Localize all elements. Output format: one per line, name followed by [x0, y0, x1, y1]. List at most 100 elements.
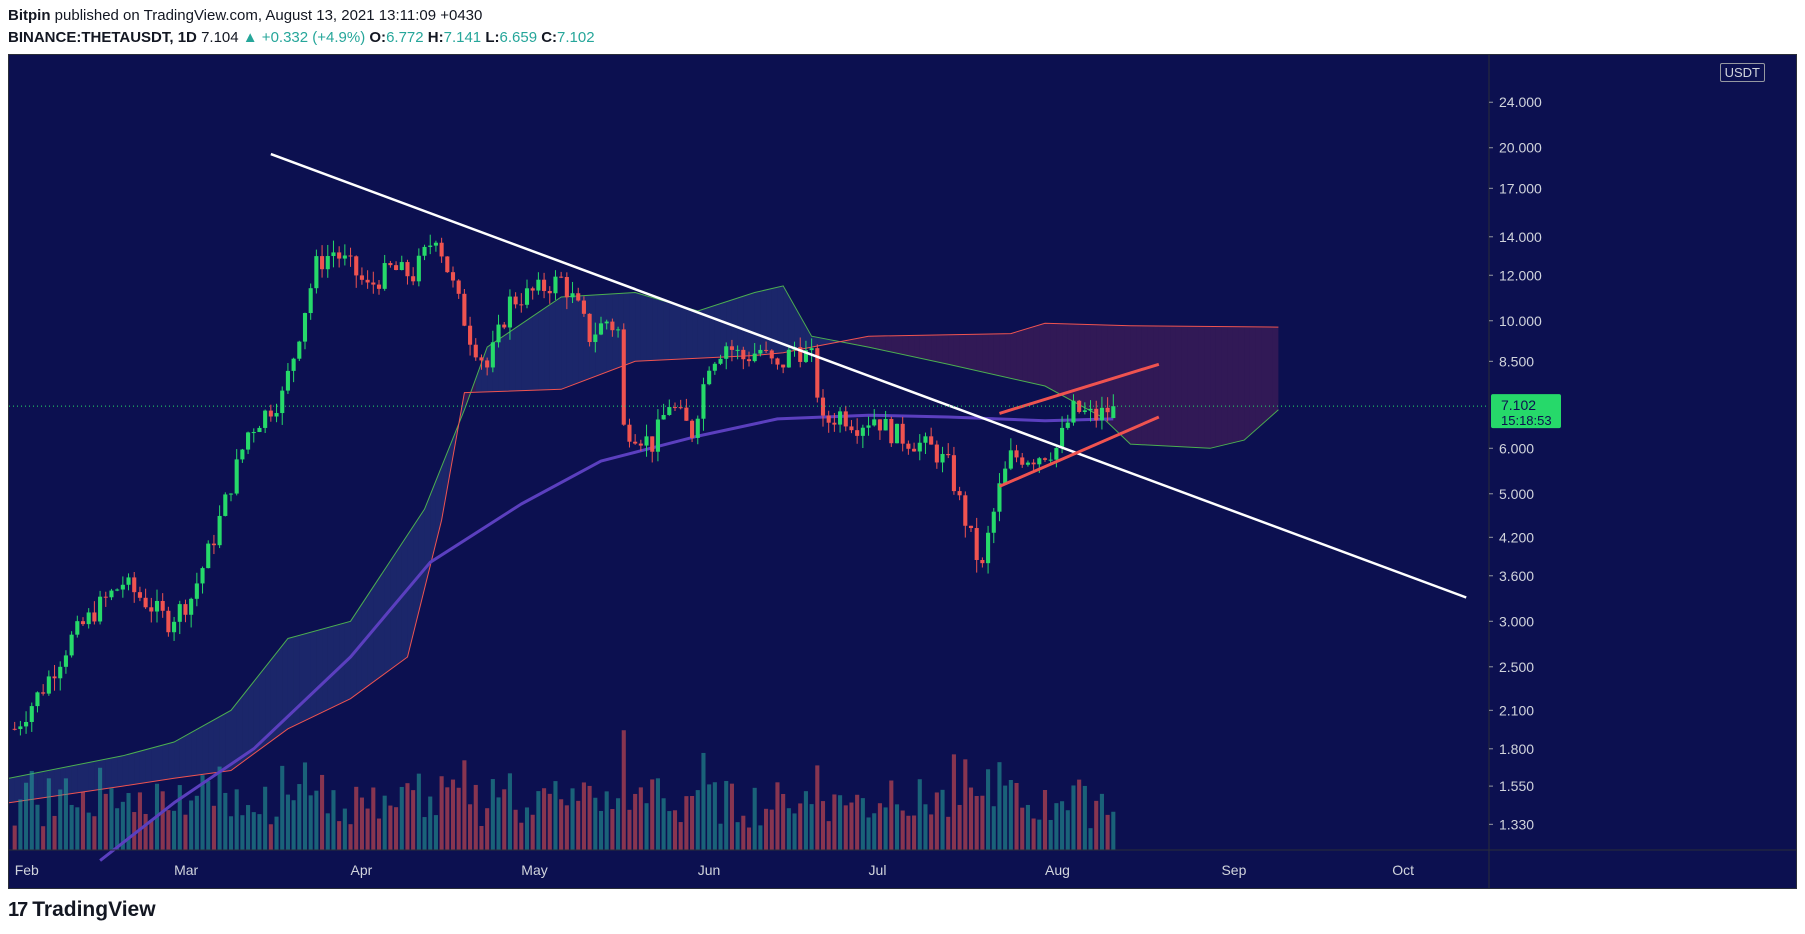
- cloud-segment: [1158, 326, 1165, 446]
- cloud-segment: [168, 741, 175, 780]
- price-tick-label: 3.600: [1499, 568, 1534, 584]
- volume-bar: [644, 803, 649, 850]
- volume-bar: [240, 815, 245, 850]
- cloud-segment: [191, 729, 197, 776]
- volume-bar: [701, 752, 706, 850]
- volume-bar: [781, 793, 786, 850]
- cloud-segment: [361, 595, 368, 691]
- symbol-legend: BINANCE:THETAUSDT, 1D 7.104 ▲ +0.332 (+4…: [8, 28, 595, 48]
- volume-bar: [126, 793, 131, 850]
- volume-bar: [507, 773, 512, 850]
- candle-body: [957, 491, 962, 496]
- volume-bar: [86, 812, 91, 850]
- volume-bar: [621, 730, 626, 850]
- volume-bar: [775, 782, 780, 850]
- open-value: 6.772: [386, 29, 424, 46]
- candle-body: [507, 296, 512, 328]
- cloud-segment: [1164, 326, 1171, 447]
- candle-body: [18, 726, 23, 730]
- volume-bar: [280, 765, 285, 850]
- volume-bar: [576, 800, 581, 850]
- candle-body: [519, 304, 524, 306]
- volume-bar: [473, 784, 478, 850]
- cloud-segment: [606, 293, 613, 373]
- tradingview-logo[interactable]: 17 TradingView: [8, 898, 156, 922]
- cloud-segment: [566, 296, 573, 388]
- volume-bar: [411, 790, 416, 850]
- volume-bar: [103, 793, 108, 850]
- cloud-segment: [1187, 326, 1193, 448]
- volume-bar: [485, 808, 490, 850]
- price-chart[interactable]: 24.000 20.000 17.000 14.000 12.000 10.000 8.50…: [9, 55, 1797, 889]
- cloud-segment: [293, 635, 300, 727]
- candle-body: [479, 357, 484, 361]
- volume-bar: [826, 821, 831, 850]
- channel-lower-line: [998, 415, 1160, 488]
- candle-body: [143, 597, 148, 608]
- low-value: 6.659: [499, 29, 538, 46]
- volume-bar: [746, 827, 752, 850]
- author-name[interactable]: Bitpin: [8, 7, 51, 24]
- currency-unit-badge[interactable]: USDT: [1719, 63, 1765, 82]
- cloud-segment: [874, 335, 880, 350]
- cloud-segment: [737, 296, 744, 357]
- candle-body: [968, 525, 974, 529]
- volume-bar: [1042, 789, 1048, 850]
- candle-body: [422, 246, 427, 256]
- cloud-segment: [811, 336, 818, 348]
- volume-bar: [707, 784, 712, 850]
- volume-bar: [217, 766, 222, 850]
- volume-bar: [820, 801, 826, 850]
- volume-bar: [1014, 782, 1019, 850]
- candle-body: [69, 634, 74, 656]
- cloud-segment: [988, 333, 994, 375]
- candle-body: [877, 419, 882, 431]
- cloud-segment: [1136, 325, 1142, 445]
- candle-body: [701, 384, 706, 419]
- cloud-segment: [1016, 330, 1023, 381]
- candle-body: [445, 256, 450, 273]
- volume-bar: [866, 817, 871, 850]
- candle-body: [502, 324, 507, 328]
- volume-bar: [695, 790, 700, 850]
- volume-bar: [1020, 807, 1025, 850]
- volume-bar: [553, 781, 558, 850]
- candle-body: [724, 346, 729, 359]
- chart-pane[interactable]: 24.000 20.000 17.000 14.000 12.000 10.000 8.50…: [8, 54, 1797, 889]
- cloud-segment: [1056, 323, 1063, 396]
- volume-bar: [52, 815, 57, 850]
- cloud-segment: [714, 303, 721, 358]
- volume-bar: [98, 767, 103, 850]
- candle-body: [268, 410, 273, 417]
- candle-body: [644, 436, 649, 446]
- cloud-segment: [1249, 326, 1256, 436]
- cloud-segment: [77, 763, 83, 793]
- candle-body: [200, 568, 205, 584]
- cloud-segment: [703, 307, 710, 359]
- candle-body: [251, 432, 256, 434]
- cloud-segment: [1045, 323, 1051, 390]
- candle-body: [752, 353, 757, 362]
- volume-bar: [337, 821, 342, 850]
- volume-bar: [872, 813, 877, 850]
- cloud-segment: [914, 335, 920, 359]
- volume-bar: [468, 804, 473, 850]
- candle-body: [468, 325, 473, 345]
- candle-body: [786, 349, 791, 368]
- cloud-segment: [322, 627, 328, 713]
- candle-body: [587, 313, 592, 343]
- candle-body: [832, 422, 837, 425]
- price-tick-label: 8.500: [1499, 353, 1534, 369]
- volume-bar: [1065, 810, 1070, 850]
- candle-body: [917, 442, 922, 452]
- candle-body: [712, 363, 717, 371]
- volume-bar: [672, 810, 678, 850]
- price-tick-label: 1.330: [1499, 816, 1534, 832]
- volume-bar: [325, 813, 330, 850]
- volume-bar: [769, 809, 774, 850]
- candle-body: [223, 494, 228, 516]
- candle-body: [838, 411, 843, 425]
- volume-bar: [496, 797, 501, 850]
- volume-bar: [570, 788, 575, 850]
- volume-bar: [228, 816, 234, 850]
